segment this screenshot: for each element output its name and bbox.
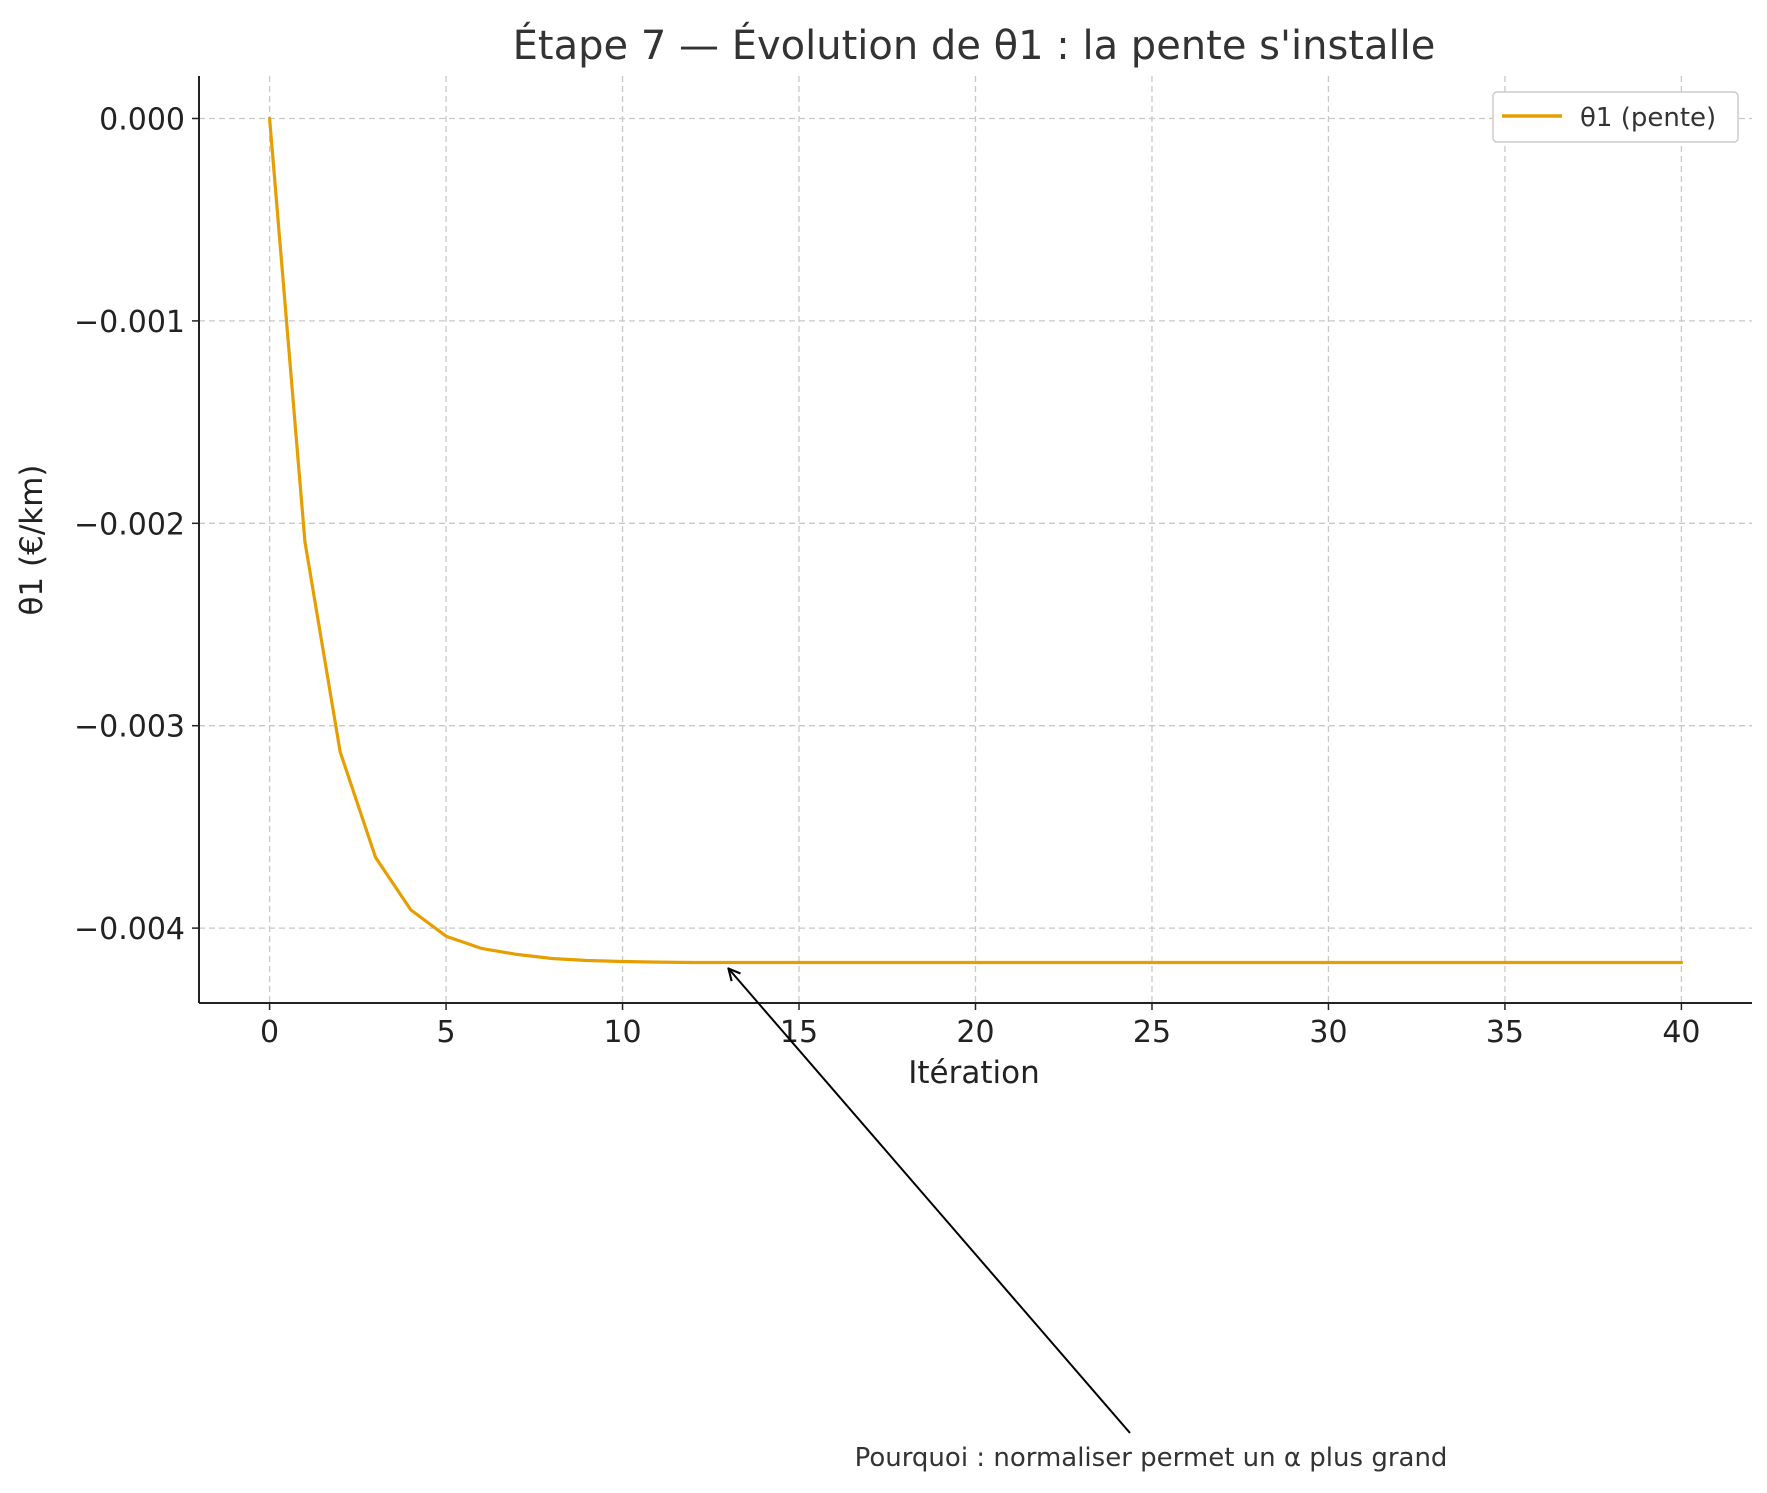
annotation: Pourquoi : normaliser permet un α plus g… [728,969,1447,1473]
y-axis-label: θ1 (€/km) [14,464,50,615]
chart-title: Étape 7 — Évolution de θ1 : la pente s'i… [513,21,1436,69]
x-tick-label: 0 [260,1015,279,1050]
x-tick-label: 5 [437,1015,456,1050]
y-tick-label: −0.001 [74,305,185,340]
x-tick-label: 35 [1486,1015,1524,1050]
grid [199,76,1752,1003]
y-tick-label: −0.004 [74,912,185,947]
x-tick-label: 25 [1133,1015,1171,1050]
legend-box [1492,91,1739,143]
x-tick-label: 30 [1309,1015,1347,1050]
x-tick-label: 15 [780,1015,818,1050]
x-tick-label: 20 [956,1015,994,1050]
y-tick-label: −0.002 [74,507,185,542]
annotation-text: Pourquoi : normaliser permet un α plus g… [855,1443,1448,1473]
y-tick-label: −0.003 [74,710,185,745]
series-line [268,116,1684,965]
y-ticks: 0.000 −0.001 −0.002 −0.003 −0.004 [74,103,199,947]
series-group [268,116,1684,965]
x-tick-label: 10 [603,1015,641,1050]
legend-label: θ1 (pente) [1580,103,1716,133]
x-tick-label: 40 [1662,1015,1700,1050]
annotation-arrow [728,969,1131,1434]
x-axis-label: Itération [908,1055,1040,1091]
legend: θ1 (pente) [1492,91,1739,143]
y-tick-label: 0.000 [99,103,185,138]
x-ticks: 0 5 10 15 20 25 30 35 40 [260,1003,1701,1050]
